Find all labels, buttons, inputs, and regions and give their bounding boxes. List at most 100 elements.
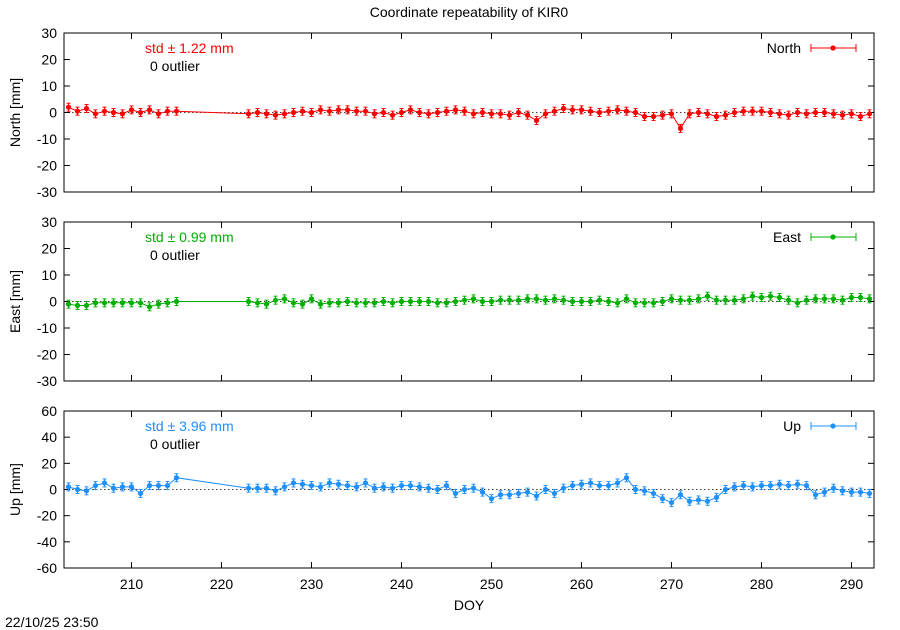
data-point	[686, 498, 693, 504]
data-point	[101, 300, 108, 306]
data-point	[146, 107, 153, 113]
data-point	[272, 297, 279, 303]
x-axis-label: DOY	[454, 597, 485, 613]
data-point	[281, 484, 288, 490]
data-point	[452, 107, 459, 113]
x-tick-label: 210	[120, 576, 144, 592]
data-point	[299, 108, 306, 114]
data-point	[551, 296, 558, 302]
data-point	[155, 301, 162, 307]
data-point	[479, 109, 486, 116]
data-point	[398, 482, 405, 489]
data-point	[425, 485, 432, 491]
data-point	[830, 485, 837, 491]
data-point	[677, 297, 684, 303]
data-point	[425, 298, 432, 305]
data-point	[812, 492, 819, 498]
data-point	[605, 298, 612, 305]
data-point	[245, 298, 252, 305]
data-point	[713, 113, 720, 120]
data-point	[371, 300, 378, 306]
data-point	[434, 486, 441, 493]
data-point	[83, 488, 90, 494]
y-tick-label: -30	[37, 184, 57, 200]
data-point	[362, 108, 369, 114]
data-point	[110, 485, 117, 491]
data-point	[632, 109, 639, 116]
data-point	[263, 485, 270, 491]
data-point	[704, 293, 711, 299]
data-point	[749, 293, 756, 299]
data-point	[308, 482, 315, 489]
y-tick-label: -20	[37, 347, 57, 363]
data-point	[155, 111, 162, 117]
timestamp: 22/10/25 23:50	[5, 614, 99, 630]
data-point	[344, 482, 351, 489]
data-point	[758, 108, 765, 114]
data-point	[641, 300, 648, 306]
data-point	[740, 108, 747, 114]
data-point	[290, 480, 297, 486]
data-point	[407, 482, 414, 489]
data-point	[578, 298, 585, 305]
data-point	[497, 111, 504, 117]
data-point	[452, 298, 459, 305]
data-point	[533, 493, 540, 499]
y-tick-label: 0	[49, 105, 57, 121]
data-point	[335, 107, 342, 113]
data-point	[281, 296, 288, 302]
data-point	[470, 111, 477, 117]
data-point	[668, 111, 675, 117]
data-point	[614, 107, 621, 113]
data-point	[542, 111, 549, 117]
data-point	[704, 498, 711, 504]
data-point	[272, 112, 279, 118]
outlier-annotation: 0 outlier	[150, 58, 200, 74]
data-point	[848, 294, 855, 301]
data-point	[461, 486, 468, 493]
data-point	[290, 109, 297, 116]
data-point	[497, 492, 504, 498]
data-point	[866, 111, 873, 117]
data-point	[173, 298, 180, 305]
data-point	[749, 484, 756, 490]
data-point	[254, 109, 261, 116]
data-point	[560, 105, 567, 112]
data-point	[659, 298, 666, 305]
data-point	[740, 296, 747, 302]
data-point	[110, 109, 117, 116]
data-point	[281, 111, 288, 117]
data-point	[533, 117, 540, 124]
y-tick-label: 40	[41, 429, 57, 445]
data-point	[713, 494, 720, 500]
data-point	[785, 482, 792, 489]
data-point	[569, 482, 576, 489]
data-point	[569, 107, 576, 113]
data-point	[470, 485, 477, 491]
data-point	[443, 482, 450, 489]
x-tick-label: 290	[840, 576, 864, 592]
y-tick-label: -30	[37, 373, 57, 389]
data-point	[461, 297, 468, 303]
data-point	[767, 109, 774, 116]
data-point	[551, 490, 558, 497]
data-point	[713, 297, 720, 303]
data-point	[830, 296, 837, 302]
data-point	[362, 300, 369, 306]
data-point	[146, 304, 153, 310]
legend-marker	[830, 234, 836, 240]
data-point	[128, 300, 135, 306]
data-point	[497, 297, 504, 303]
data-point	[731, 484, 738, 490]
data-point	[794, 109, 801, 116]
data-point	[659, 496, 666, 502]
data-point	[839, 297, 846, 303]
data-point	[254, 485, 261, 491]
data-point	[740, 482, 747, 489]
data-point	[812, 296, 819, 302]
data-point	[767, 293, 774, 299]
series-line	[68, 106, 870, 130]
data-point	[668, 499, 675, 506]
data-point	[569, 298, 576, 305]
data-point	[722, 112, 729, 118]
